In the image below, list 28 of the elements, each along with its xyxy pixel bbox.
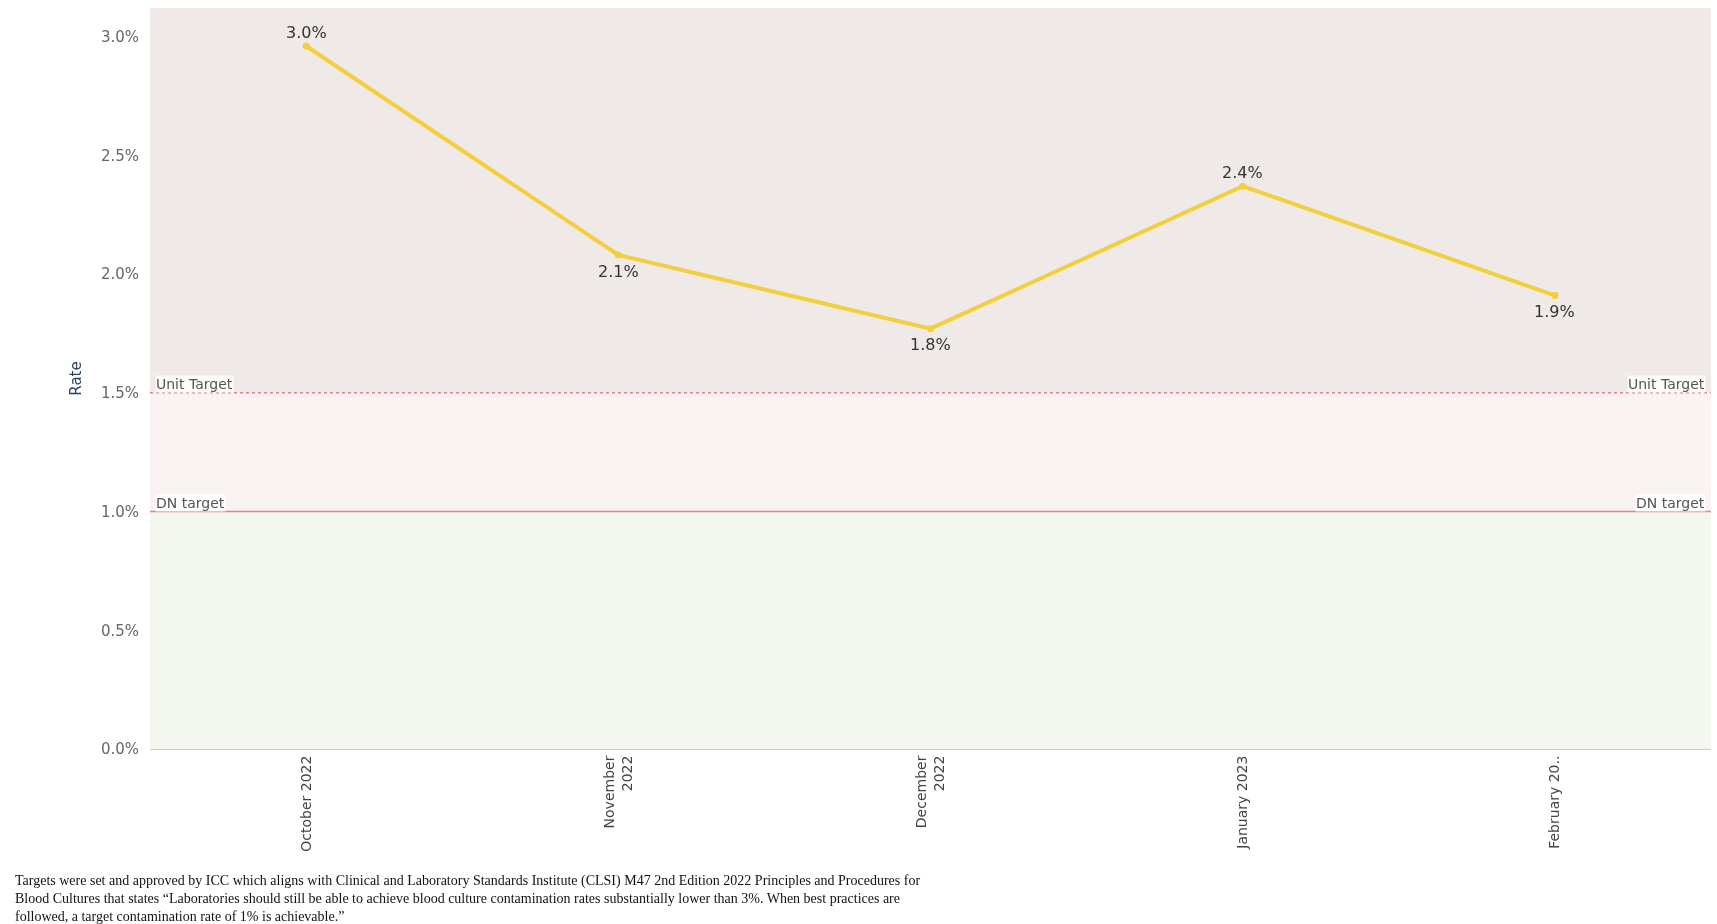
x-tick-label: December 2022	[912, 755, 948, 829]
y-tick-label: 3.0%	[100, 27, 139, 46]
data-label: 2.4%	[1222, 163, 1263, 182]
point	[302, 42, 310, 50]
y-tick-label: 0.0%	[100, 740, 139, 759]
data-label: 1.9%	[1534, 302, 1575, 321]
x-tick-label: November 2022	[600, 755, 635, 829]
point	[614, 251, 622, 259]
text: DN target	[1636, 495, 1705, 511]
y-tick-label: 2.0%	[100, 265, 139, 284]
data-label: 1.8%	[910, 335, 951, 354]
ref-line-label: DN target	[156, 495, 225, 511]
x-tick-label: February 20..	[1546, 755, 1563, 849]
point	[927, 325, 934, 333]
y-tick-label: 2.5%	[100, 146, 139, 165]
y-tick-label: 1.5%	[100, 384, 139, 402]
point	[1239, 182, 1247, 190]
y-tick-label: 0.5%	[100, 621, 139, 640]
data-label: 2.1%	[598, 262, 639, 281]
text: Unit Target	[1628, 376, 1705, 392]
y-tick-label: 1.0%	[100, 502, 139, 521]
x-tick-label: October 2022	[297, 755, 314, 852]
text: Targets were set and approved by ICC which aligns with Clinical and Laboratory Standards Institute (CLSI) M47 2nd Edition 2022 Principles and Procedures for Blood Cultures that states “Laboratories should still be able to achieve blood culture contamination rates substantially lower than 3%. When best practices are followed, a target contamination rate of 1% is achievable.”	[15, 873, 921, 924]
y-axis-title: Rate	[67, 361, 86, 396]
point	[1551, 291, 1559, 299]
ref-line-label: Unit Target	[156, 376, 233, 392]
data-label: 3.0%	[286, 23, 327, 42]
x-tick-label: January 2023	[1234, 755, 1251, 850]
